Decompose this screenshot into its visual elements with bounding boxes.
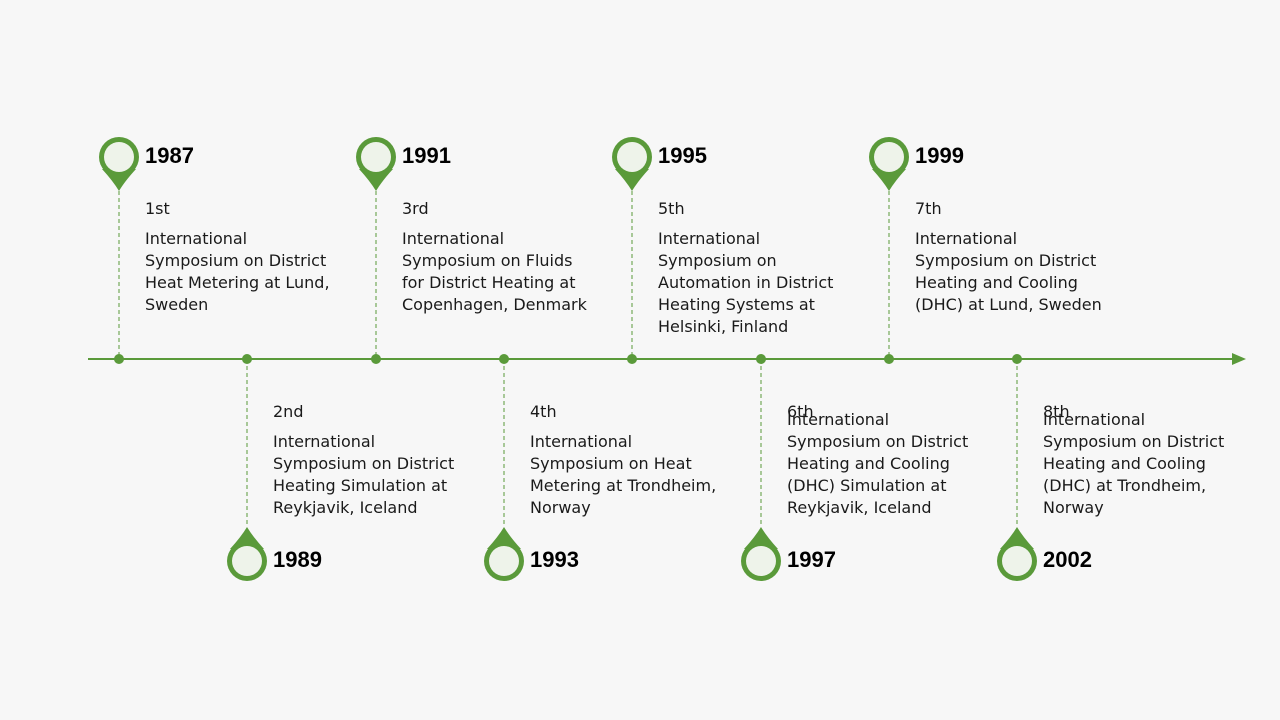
event-year: 1999 (915, 143, 964, 168)
map-pin-icon (612, 137, 652, 191)
map-pin-icon (99, 137, 139, 191)
event-ordinal: 8th (1043, 402, 1070, 421)
timeline-arrowhead-icon (1232, 353, 1246, 365)
map-pin-icon (741, 527, 781, 581)
map-pin-icon (997, 527, 1037, 581)
event-description: International Symposium on Heat Metering… (530, 432, 717, 517)
event-description: International Symposium on Automation in… (658, 229, 834, 336)
event-ordinal: 4th (530, 402, 557, 421)
event-year: 1987 (145, 143, 194, 168)
axis-dot (499, 354, 509, 364)
event-ordinal: 2nd (273, 402, 304, 421)
event-description: International Symposium on District Heat… (915, 229, 1102, 314)
map-pin-icon (869, 137, 909, 191)
event-description: International Symposium on District Heat… (145, 229, 330, 314)
event-year: 2002 (1043, 547, 1092, 572)
axis-dot (627, 354, 637, 364)
event-description: International Symposium on District Heat… (273, 432, 455, 517)
event-year: 1993 (530, 547, 579, 572)
event-year: 1989 (273, 547, 322, 572)
event-description: International Symposium on District Heat… (1043, 410, 1225, 517)
event-ordinal: 6th (787, 402, 814, 421)
axis-dot (756, 354, 766, 364)
event-ordinal: 3rd (402, 199, 429, 218)
event-year: 1997 (787, 547, 836, 572)
axis-dot (371, 354, 381, 364)
event-ordinal: 7th (915, 199, 942, 218)
event-year: 1995 (658, 143, 707, 168)
event-description: International Symposium on District Heat… (787, 410, 969, 517)
event-year: 1991 (402, 143, 451, 168)
event-description: International Symposium on Fluids for Di… (402, 229, 587, 314)
axis-dot (1012, 354, 1022, 364)
event-ordinal: 5th (658, 199, 685, 218)
map-pin-icon (227, 527, 267, 581)
axis-dot (114, 354, 124, 364)
axis-dot (884, 354, 894, 364)
event-ordinal: 1st (145, 199, 170, 218)
map-pin-icon (484, 527, 524, 581)
axis-dot (242, 354, 252, 364)
map-pin-icon (356, 137, 396, 191)
